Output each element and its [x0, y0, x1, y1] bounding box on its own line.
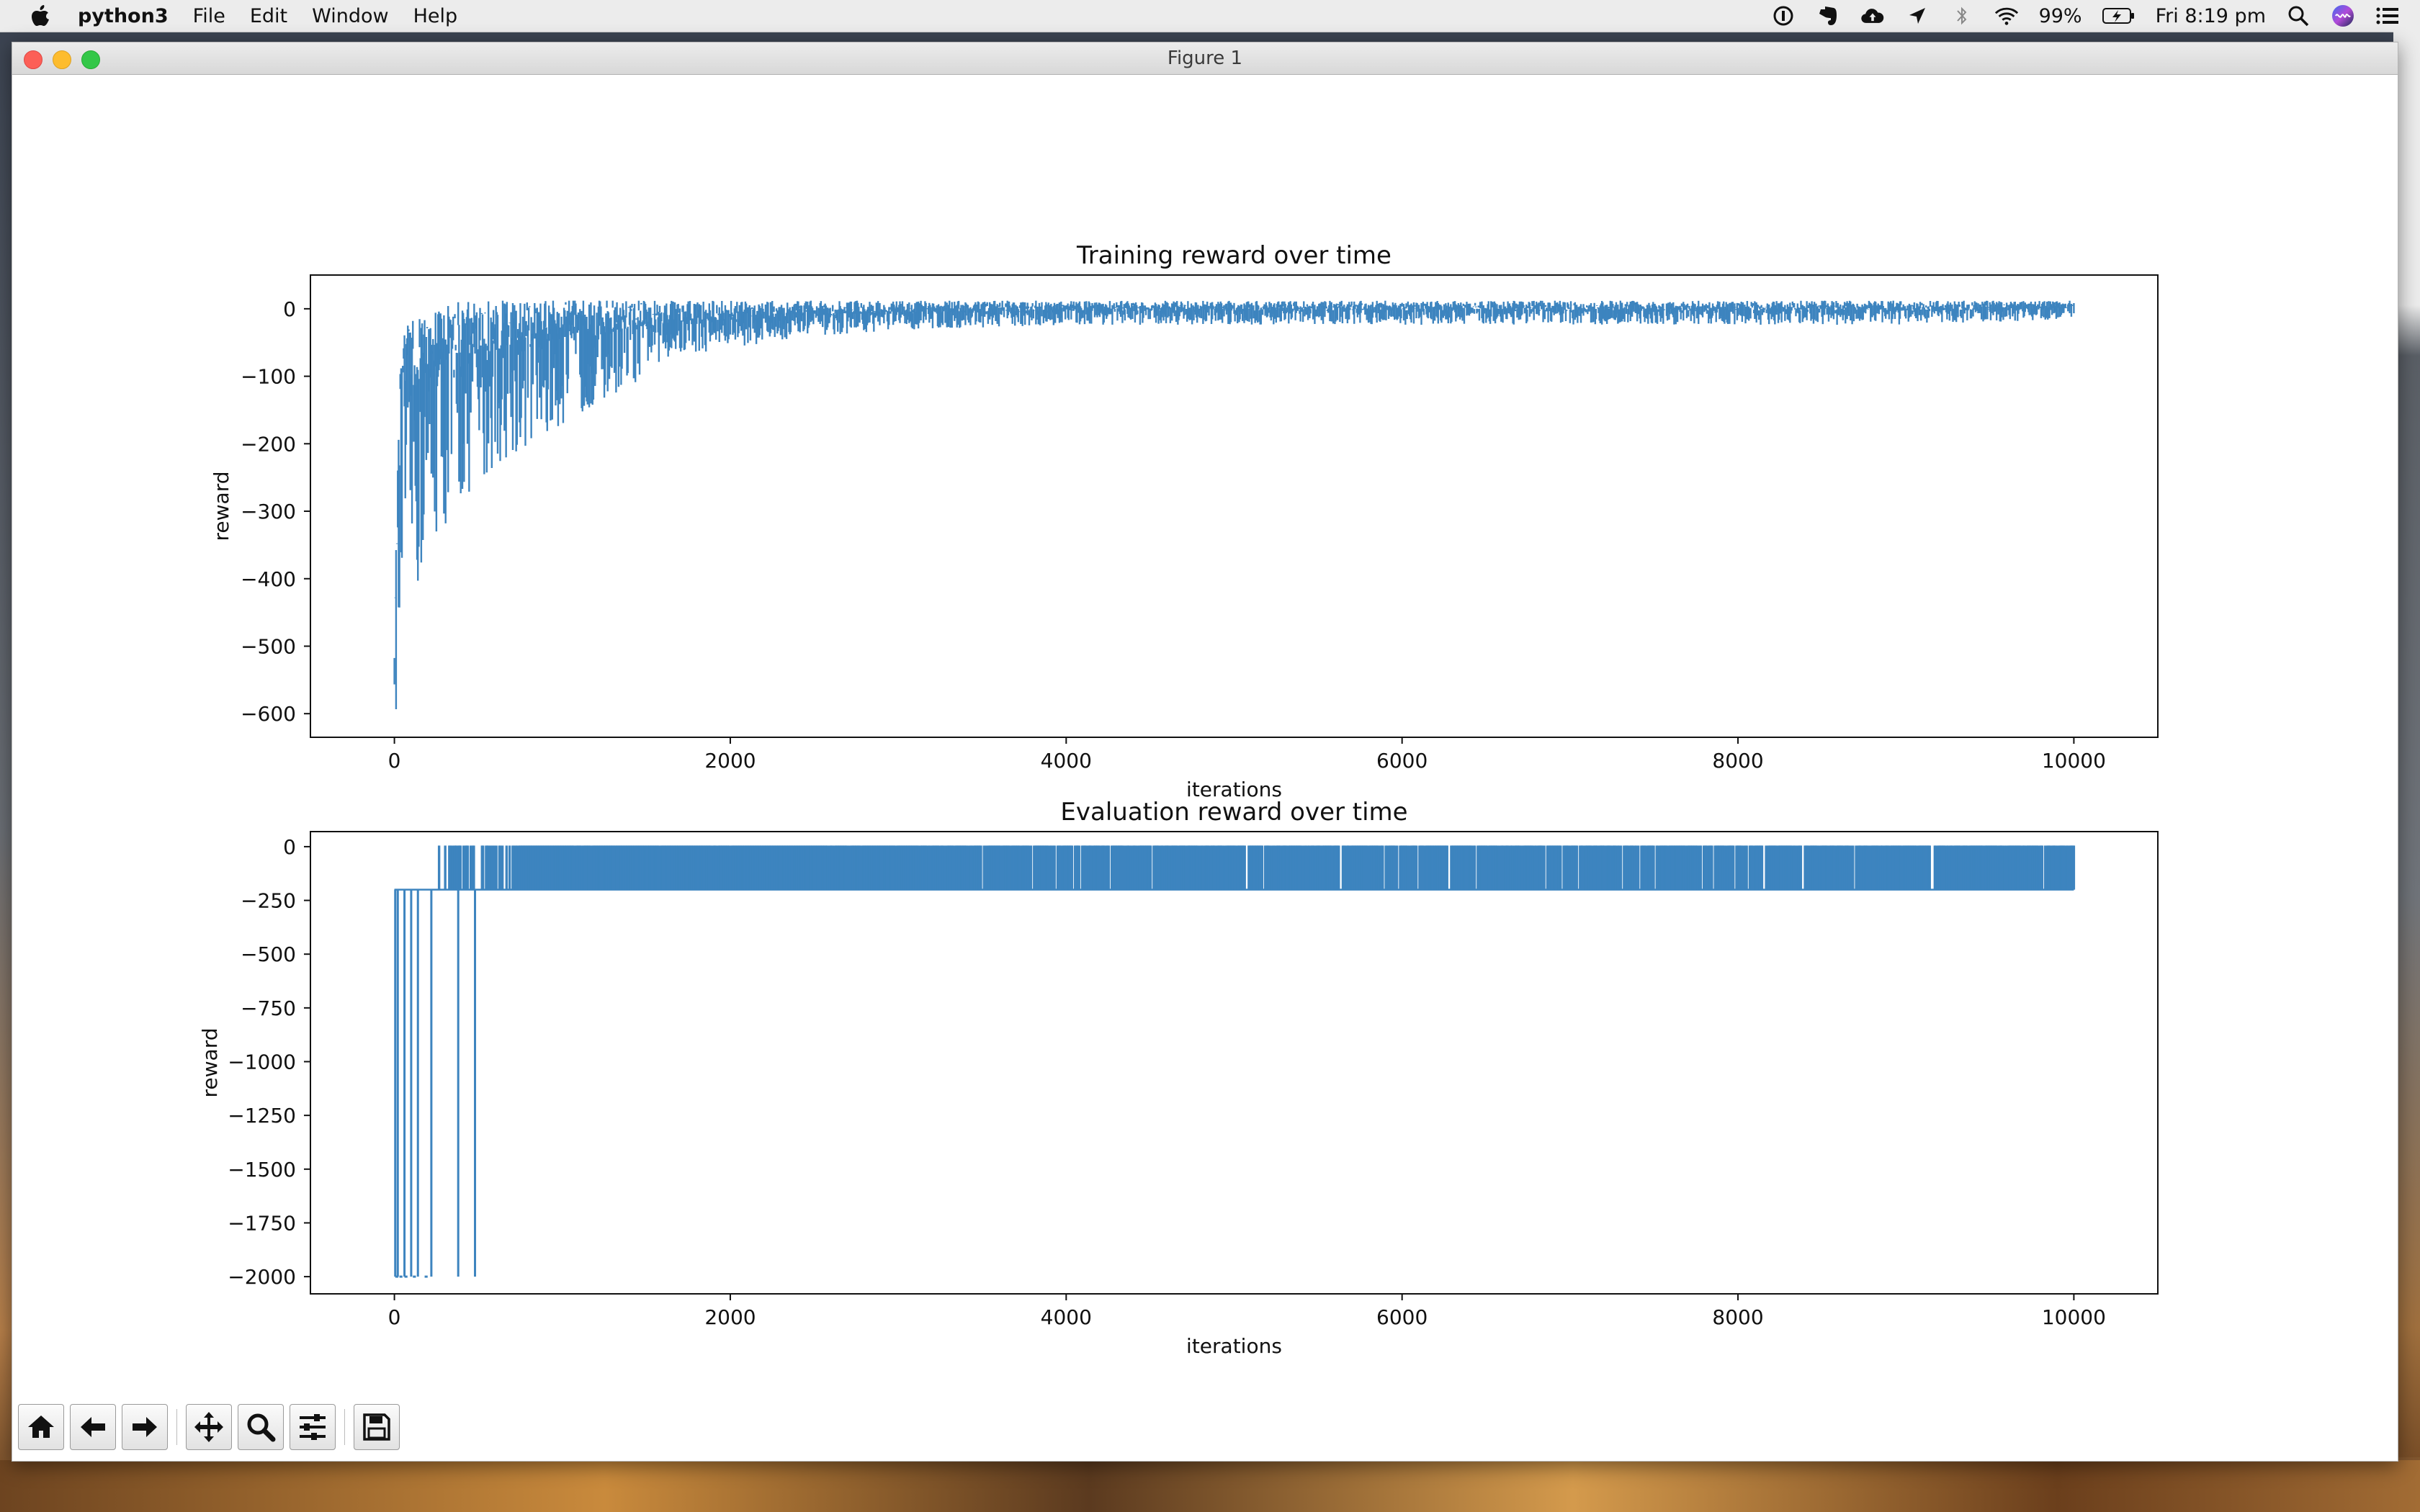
y-tick-label: −1500 [228, 1158, 296, 1182]
home-button[interactable] [18, 1404, 64, 1450]
back-button[interactable] [70, 1404, 116, 1450]
y-tick-label: −1250 [228, 1104, 296, 1128]
navigation-toolbar [18, 1403, 405, 1451]
y-tick-label: −2000 [228, 1265, 296, 1289]
chart-title: Evaluation reward over time [1060, 798, 1407, 827]
forward-arrow-icon [133, 1417, 157, 1437]
training-reward-plot[interactable]: 0 2000 4000 6000 8000 10000 0 −100 −200 −300 −400 −… [210, 241, 2159, 801]
y-tick-label: −500 [241, 634, 296, 658]
menu-window[interactable]: Window [312, 4, 389, 27]
pan-button[interactable] [186, 1404, 232, 1450]
y-tick-label: −500 [241, 942, 296, 966]
siri-icon[interactable] [2331, 4, 2355, 28]
menu-app-name[interactable]: python3 [78, 4, 169, 27]
battery-icon[interactable] [2102, 4, 2136, 28]
save-figure-button[interactable] [354, 1404, 400, 1450]
x-tick-label: 10000 [2042, 749, 2106, 773]
menu-edit[interactable]: Edit [249, 4, 288, 27]
x-tick-label: 0 [388, 1305, 401, 1329]
axes-frame [310, 274, 2159, 738]
y-tick-label: 0 [283, 835, 296, 859]
zoom-icon [247, 1413, 276, 1442]
figure-window: Figure 1 0 2000 4000 6000 8000 10000 0 −100 −200… [12, 42, 2398, 1462]
zoom-window-button[interactable] [81, 50, 100, 69]
minimize-window-button[interactable] [53, 50, 71, 69]
notification-center-icon[interactable] [2375, 4, 2400, 28]
y-tick-label: 0 [283, 297, 296, 321]
toolbar-separator [176, 1409, 177, 1445]
x-tick-label: 4000 [1041, 1305, 1092, 1329]
pan-icon [194, 1412, 223, 1442]
window-title: Figure 1 [1167, 48, 1243, 69]
y-axis-label: reward [210, 472, 233, 541]
y-axis-label: reward [198, 1028, 222, 1098]
y-tick-label: −200 [241, 432, 296, 456]
save-icon [363, 1413, 390, 1441]
y-tick-label: −100 [241, 365, 296, 389]
y-tick-label: −250 [241, 889, 296, 913]
forward-button[interactable] [122, 1404, 168, 1450]
menu-file[interactable]: File [192, 4, 225, 27]
axes-frame [310, 831, 2159, 1295]
cloud-upload-icon[interactable] [1860, 4, 1885, 28]
onepassword-icon[interactable] [1771, 4, 1796, 28]
y-tick-label: −750 [241, 996, 296, 1020]
configure-subplots-button[interactable] [290, 1404, 336, 1450]
x-tick-label: 0 [388, 749, 401, 773]
x-axis-label: iterations [1186, 778, 1282, 801]
x-axis-label: iterations [1186, 1334, 1282, 1358]
evaluation-reward-plot[interactable]: 0 2000 4000 6000 8000 10000 0 −250 −500 −750 −1000… [198, 798, 2159, 1358]
menu-clock[interactable]: Fri 8:19 pm [2155, 4, 2266, 27]
x-tick-label: 4000 [1041, 749, 1092, 773]
chart-title: Training reward over time [1076, 241, 1392, 270]
evernote-icon[interactable] [1816, 4, 1840, 28]
menu-help[interactable]: Help [413, 4, 458, 27]
y-tick-label: −300 [241, 500, 296, 523]
home-icon [28, 1416, 54, 1438]
menu-bar: python3 File Edit Window Help 99% Fri 8:… [0, 0, 2420, 32]
location-icon[interactable] [1905, 4, 1930, 28]
zoom-button[interactable] [238, 1404, 284, 1450]
close-window-button[interactable] [24, 50, 42, 69]
x-tick-label: 2000 [704, 1305, 756, 1329]
y-tick-label: −1750 [228, 1211, 296, 1235]
bluetooth-icon[interactable] [1950, 4, 1974, 28]
x-tick-label: 6000 [1376, 749, 1428, 773]
spotlight-search-icon[interactable] [2286, 4, 2311, 28]
window-titlebar[interactable]: Figure 1 [12, 42, 2398, 75]
wifi-icon[interactable] [1994, 4, 2019, 28]
y-tick-label: −600 [241, 702, 296, 726]
configure-subplots-icon [300, 1414, 326, 1440]
desktop-wallpaper [0, 1460, 2420, 1512]
apple-menu-icon[interactable] [24, 5, 56, 27]
figure-canvas[interactable]: 0 2000 4000 6000 8000 10000 0 −100 −200 −300 −400 −… [12, 75, 2398, 1400]
back-arrow-icon [81, 1417, 105, 1437]
y-tick-label: −1000 [228, 1050, 296, 1074]
x-tick-label: 6000 [1376, 1305, 1428, 1329]
x-tick-label: 10000 [2042, 1305, 2106, 1329]
battery-percent: 99% [2038, 4, 2082, 27]
toolbar-separator [344, 1409, 345, 1445]
x-tick-label: 2000 [704, 749, 756, 773]
y-tick-label: −400 [241, 567, 296, 591]
x-tick-label: 8000 [1712, 1305, 1763, 1329]
x-tick-label: 8000 [1712, 749, 1763, 773]
